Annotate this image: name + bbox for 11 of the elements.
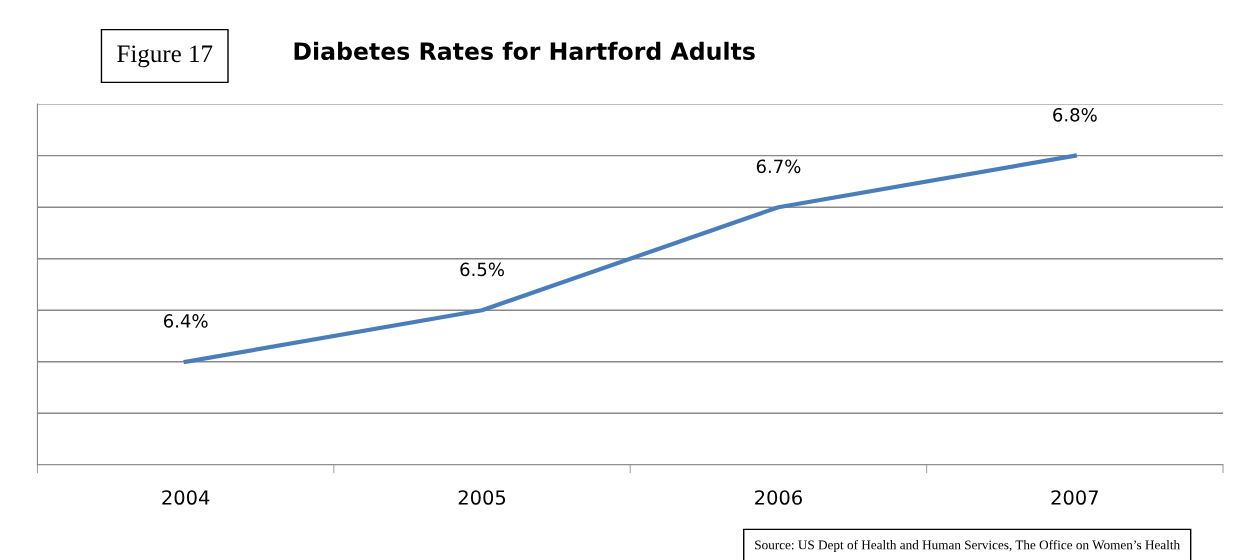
data-label: 6.5% [460,262,504,277]
data-label: 6.7% [756,159,801,174]
caption: Figure 17 [117,45,213,68]
x-tick-label: 2006 [755,490,802,505]
source-note: Source: US Dept of Health and Human Services, The Office on Women’s Health [755,539,1180,553]
x-tick-label: 2005 [458,490,506,505]
chart-title: Diabetes Rates for Hartford Adults [294,41,755,61]
x-tick-label: 2004 [162,490,210,505]
data-label: 6.4% [163,314,208,328]
x-tick-label: 2007 [1051,490,1098,505]
data-label: 6.8% [1053,107,1097,122]
